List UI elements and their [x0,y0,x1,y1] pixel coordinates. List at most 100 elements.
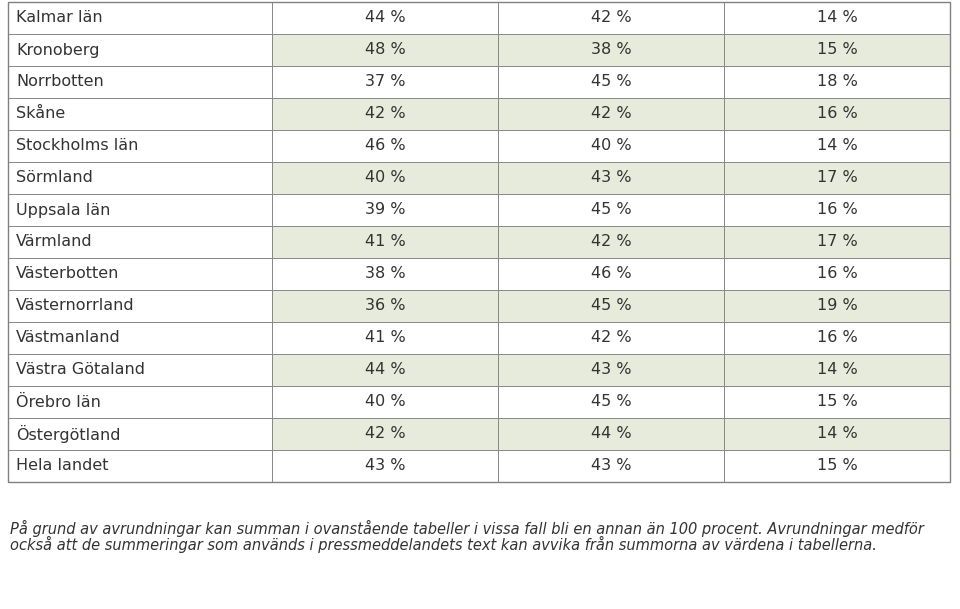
Text: 38 %: 38 % [590,43,632,57]
Text: 14 %: 14 % [817,426,857,442]
Text: 43 %: 43 % [590,459,632,474]
Text: Östergötland: Östergötland [16,425,121,443]
Bar [272,162,498,194]
Text: Uppsala län: Uppsala län [16,203,110,217]
Text: Värmland: Värmland [16,234,92,250]
Bar [498,2,724,34]
Text: Västernorrland: Västernorrland [16,298,134,314]
Bar [498,162,724,194]
Bar [498,98,724,130]
Text: Västra Götaland: Västra Götaland [16,362,145,378]
Text: 46 %: 46 % [590,267,632,281]
Text: 16 %: 16 % [817,331,857,345]
Bar [498,290,724,322]
Bar [498,226,724,258]
Text: 14 %: 14 % [817,10,857,26]
Text: 45 %: 45 % [590,74,632,90]
Text: 44 %: 44 % [365,362,405,378]
Text: 45 %: 45 % [590,395,632,409]
Text: 16 %: 16 % [817,107,857,122]
Text: 38 %: 38 % [365,267,405,281]
Text: 42 %: 42 % [590,107,632,122]
Bar [8,450,272,482]
Text: 16 %: 16 % [817,267,857,281]
Bar [724,450,950,482]
Text: 36 %: 36 % [365,298,405,314]
Text: 44 %: 44 % [590,426,632,442]
Bar [8,322,272,354]
Bar [724,2,950,34]
Text: 14 %: 14 % [817,362,857,378]
Bar [724,258,950,290]
Text: 45 %: 45 % [590,298,632,314]
Text: 43 %: 43 % [590,362,632,378]
Bar [724,162,950,194]
Bar [8,2,950,482]
Text: Örebro län: Örebro län [16,395,101,409]
Bar [8,130,272,162]
Bar [8,2,272,34]
Bar [724,290,950,322]
Text: Kalmar län: Kalmar län [16,10,103,26]
Text: 37 %: 37 % [365,74,405,90]
Text: 40 %: 40 % [590,138,632,153]
Text: 42 %: 42 % [590,234,632,250]
Text: Västerbotten: Västerbotten [16,267,119,281]
Bar [498,386,724,418]
Bar [8,386,272,418]
Bar [724,98,950,130]
Bar [498,258,724,290]
Bar [8,418,272,450]
Text: 40 %: 40 % [365,395,405,409]
Text: 42 %: 42 % [365,426,405,442]
Bar [8,354,272,386]
Bar [272,2,498,34]
Text: Norrbotten: Norrbotten [16,74,104,90]
Text: På grund av avrundningar kan summan i ovanstående tabeller i vissa fall bli en a: På grund av avrundningar kan summan i ov… [10,520,924,537]
Text: 46 %: 46 % [365,138,405,153]
Text: Skåne: Skåne [16,107,65,122]
Bar [724,226,950,258]
Text: 40 %: 40 % [365,171,405,186]
Text: 17 %: 17 % [817,171,857,186]
Text: 42 %: 42 % [590,331,632,345]
Bar [498,322,724,354]
Bar [724,354,950,386]
Bar [724,34,950,66]
Text: också att de summeringar som används i pressmeddelandets text kan avvika från su: också att de summeringar som används i p… [10,536,876,553]
Text: Västmanland: Västmanland [16,331,121,345]
Bar [272,66,498,98]
Bar [272,258,498,290]
Bar [272,418,498,450]
Bar [8,66,272,98]
Text: 19 %: 19 % [817,298,857,314]
Bar [498,34,724,66]
Bar [498,66,724,98]
Text: 39 %: 39 % [365,203,405,217]
Text: Sörmland: Sörmland [16,171,93,186]
Bar [8,98,272,130]
Text: 45 %: 45 % [590,203,632,217]
Bar [8,162,272,194]
Bar [272,130,498,162]
Bar [498,418,724,450]
Bar [8,194,272,226]
Text: Hela landet: Hela landet [16,459,108,474]
Text: 42 %: 42 % [590,10,632,26]
Bar [8,226,272,258]
Bar [498,194,724,226]
Text: 41 %: 41 % [365,331,405,345]
Bar [498,354,724,386]
Bar [498,130,724,162]
Text: 42 %: 42 % [365,107,405,122]
Text: 15 %: 15 % [817,459,857,474]
Bar [724,418,950,450]
Bar [272,194,498,226]
Bar [724,322,950,354]
Bar [724,130,950,162]
Text: 17 %: 17 % [817,234,857,250]
Bar [724,194,950,226]
Text: 41 %: 41 % [365,234,405,250]
Bar [272,322,498,354]
Text: Kronoberg: Kronoberg [16,43,100,57]
